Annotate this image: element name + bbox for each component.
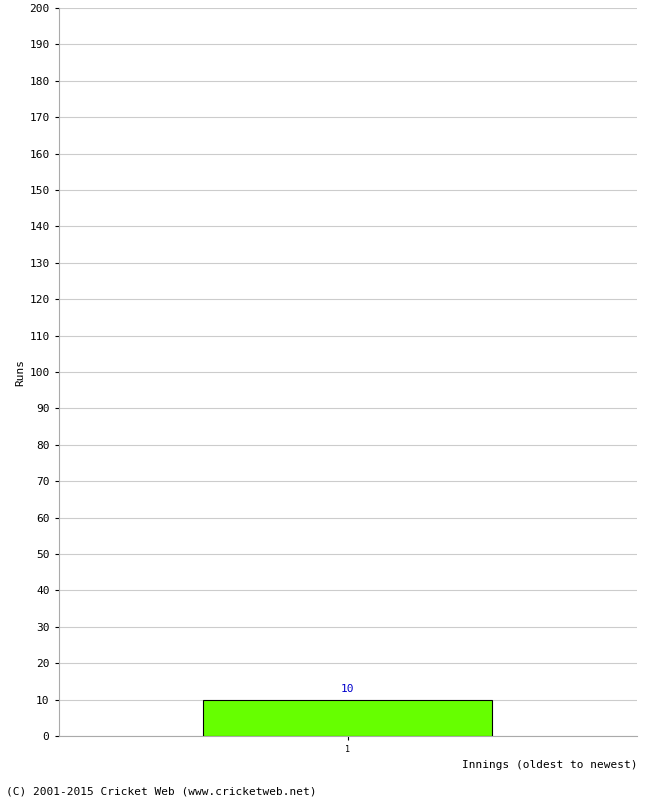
X-axis label: Innings (oldest to newest): Innings (oldest to newest) [462, 759, 637, 770]
Text: (C) 2001-2015 Cricket Web (www.cricketweb.net): (C) 2001-2015 Cricket Web (www.cricketwe… [6, 786, 317, 796]
Bar [203, 699, 493, 736]
Y-axis label: Runs: Runs [15, 358, 25, 386]
Text: 10: 10 [341, 684, 354, 694]
